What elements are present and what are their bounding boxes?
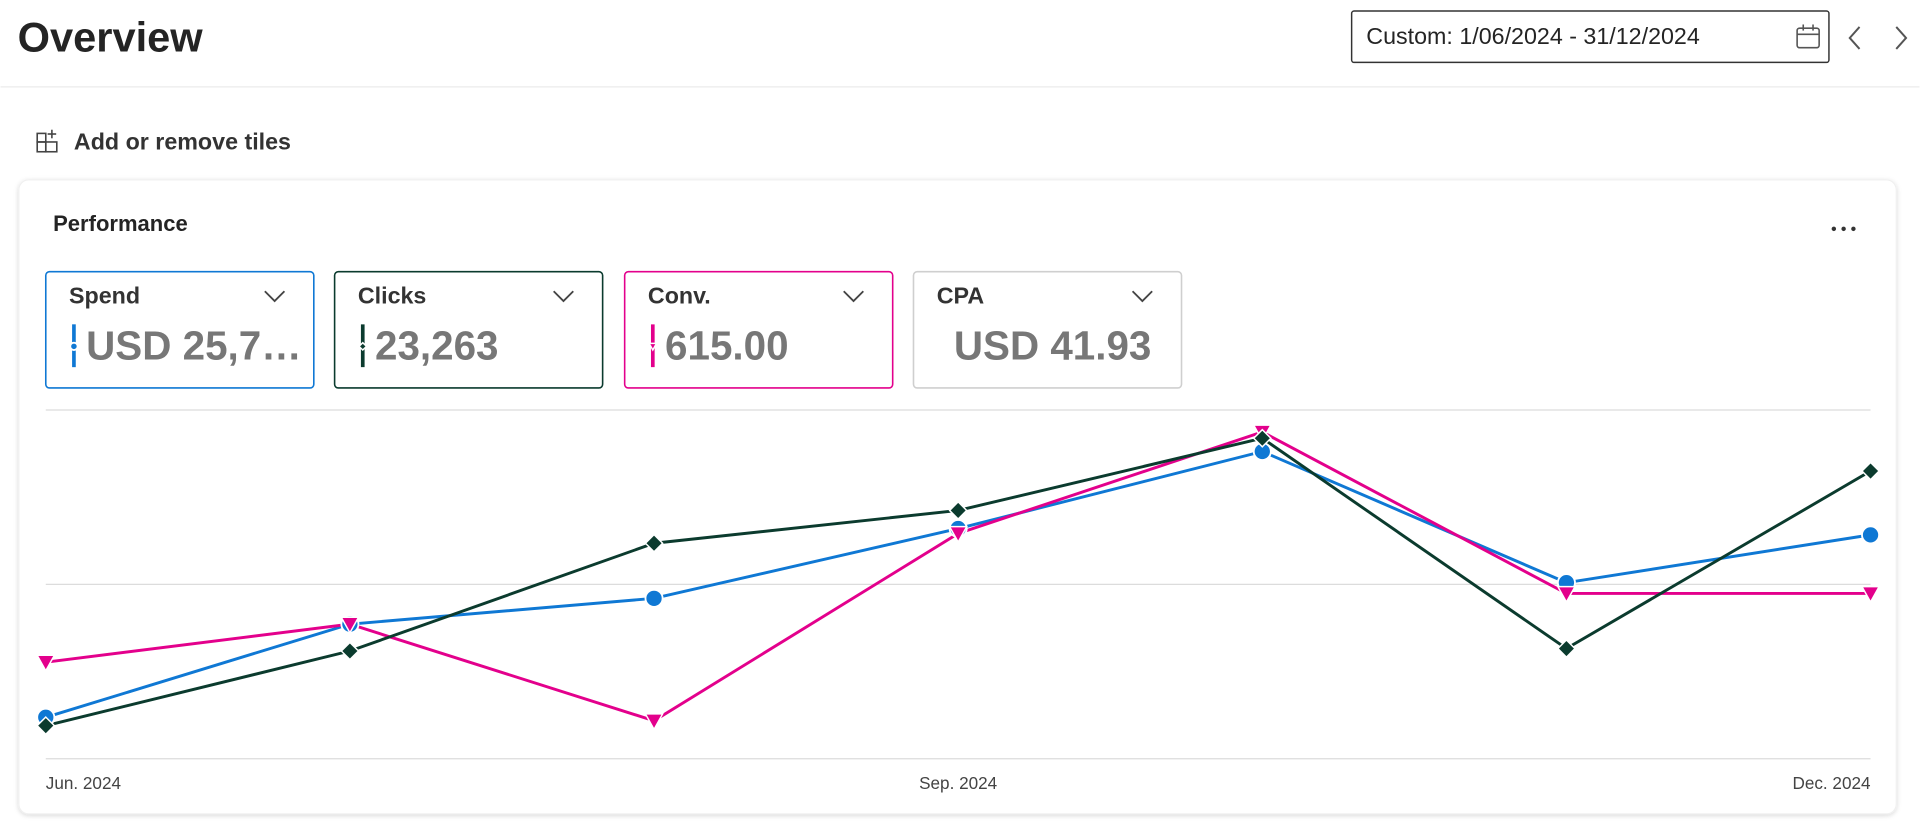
tile-label: CPA [937, 283, 985, 309]
more-button[interactable] [1831, 226, 1856, 232]
tiles-icon[interactable] [36, 129, 58, 153]
calendar-icon[interactable] [1796, 24, 1820, 49]
metric-tile[interactable] [333, 270, 604, 389]
tile-value: USD 41.93 [954, 322, 1152, 368]
date-picker[interactable] [1350, 10, 1830, 64]
card-title: Performance [53, 211, 188, 236]
marker [358, 341, 368, 352]
marker [35, 654, 56, 673]
tile-value: 23,263 [375, 322, 499, 368]
tile-label: Clicks [358, 283, 427, 309]
marker [647, 342, 658, 352]
marker [644, 713, 664, 731]
marker [340, 641, 360, 661]
x-tick-label: Jun. 2024 [46, 773, 122, 793]
marker [1861, 525, 1881, 545]
add-tiles[interactable]: Add or remove tiles [74, 128, 291, 154]
marker [1556, 585, 1577, 604]
marker [1860, 461, 1881, 481]
tile-value: USD 25,7… [86, 322, 301, 368]
marker [69, 341, 79, 351]
marker [340, 616, 360, 635]
metric-tile[interactable] [44, 270, 315, 389]
dropdown-chevron[interactable] [1131, 290, 1153, 303]
tile-label: Conv. [648, 283, 711, 309]
x-tick-label: Sep. 2024 [919, 773, 998, 793]
dropdown-chevron[interactable] [264, 290, 286, 303]
marker [948, 500, 968, 521]
page-title: Overview [18, 13, 204, 60]
date-range: Custom: 1/06/2024 - 31/12/2024 [1366, 23, 1700, 49]
marker [1252, 428, 1272, 448]
tile-label: Spend [69, 283, 140, 309]
dropdown-chevron[interactable] [843, 290, 864, 303]
marker [644, 588, 664, 608]
marker [1860, 585, 1881, 604]
tile-value: 615.00 [665, 322, 788, 368]
marker [1556, 638, 1577, 659]
dropdown-chevron[interactable] [553, 290, 574, 303]
metric-tile[interactable] [623, 270, 894, 389]
prev-button[interactable] [1848, 26, 1861, 50]
metric-tile[interactable] [912, 270, 1183, 389]
marker [644, 533, 664, 553]
marker [36, 716, 56, 736]
marker [948, 525, 968, 544]
x-tick-label: Dec. 2024 [1792, 773, 1871, 793]
next-button[interactable] [1895, 26, 1908, 50]
